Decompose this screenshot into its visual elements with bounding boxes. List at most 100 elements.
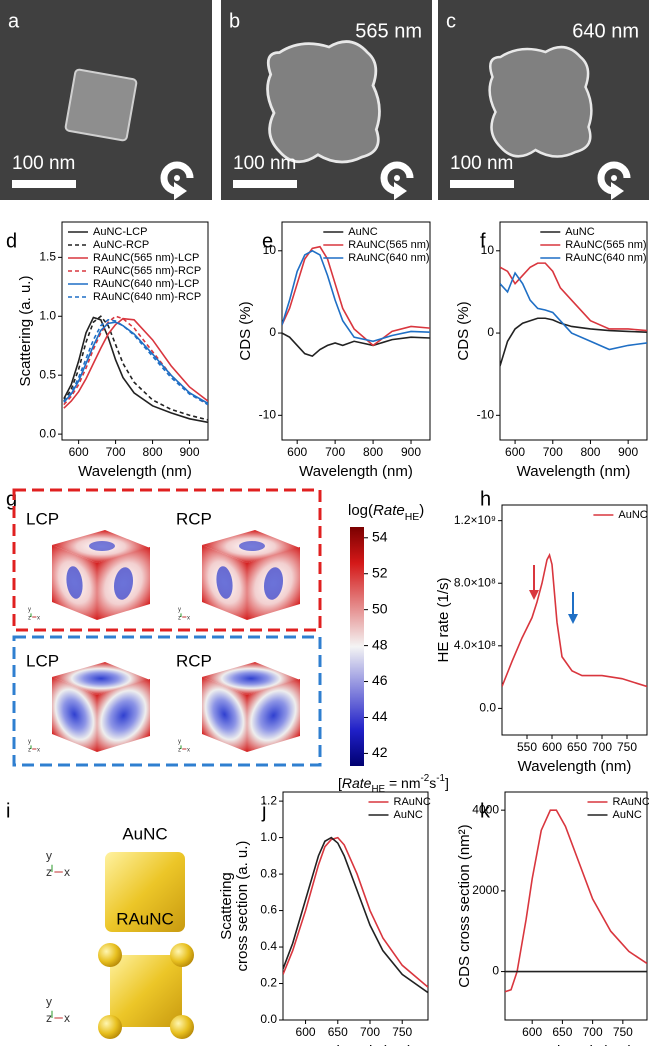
y-tick-label: 0 — [487, 325, 494, 339]
legend-label: RAuNC — [613, 796, 649, 808]
x-tick-label: 900 — [180, 445, 200, 459]
y-tick-label: 2000 — [472, 883, 499, 897]
y-tick-label: 1.0 — [39, 308, 56, 322]
y-axis-title: Scattering — [218, 872, 235, 940]
data-line — [283, 838, 428, 988]
axis-triad-label: y — [46, 995, 52, 1009]
panel-label: b — [229, 10, 240, 32]
hot-spot — [89, 541, 115, 551]
x-axis-title: Wavelength (nm) — [299, 463, 413, 480]
x-tick-label: 600 — [505, 445, 525, 459]
legend-label: AuNC-LCP — [93, 226, 147, 238]
colorbar-tick-label: 44 — [372, 708, 388, 724]
legend-label: AuNC-RCP — [93, 239, 149, 251]
axis-triad-label: x — [64, 1011, 70, 1025]
hot-spot — [239, 541, 265, 551]
colorbar-tick-label: 50 — [372, 600, 388, 616]
legend-label: AuNC — [613, 809, 642, 821]
panel-label: h — [480, 488, 491, 510]
x-tick-label: 750 — [613, 1025, 633, 1039]
y-tick-label: 1.2×10⁹ — [454, 513, 496, 527]
x-tick-label: 550 — [517, 740, 537, 754]
y-tick-label: 0.0 — [260, 1012, 277, 1026]
y-axis-title: CDS (%) — [455, 301, 472, 360]
legend-label: AuNC — [348, 226, 377, 238]
y-tick-label: 0.4 — [260, 939, 277, 953]
axis-triad-label: y — [178, 607, 181, 613]
icon-center — [174, 175, 180, 181]
y-tick-label: 10 — [481, 243, 495, 257]
axis-triad-label: x — [64, 865, 70, 879]
annotation-arrow-head — [568, 614, 578, 624]
colorbar-title-part: Rate — [373, 502, 405, 519]
gold-sphere — [170, 943, 194, 967]
data-line — [64, 317, 208, 422]
polarization-label: LCP — [26, 509, 59, 528]
y-axis-title: CDS (%) — [237, 301, 254, 360]
axis-triad-label: x — [187, 748, 190, 754]
colorbar-tick-label: 48 — [372, 636, 388, 652]
x-tick-label: 600 — [522, 1025, 542, 1039]
legend-label: RAuNC(640 nm)-RCP — [93, 291, 201, 303]
panel-label: a — [8, 10, 20, 32]
colorbar — [350, 527, 364, 766]
colorbar-tick-label: 46 — [372, 672, 388, 688]
y-tick-label: -10 — [477, 407, 495, 421]
axis-triad-label: z — [178, 748, 181, 754]
panel-label: c — [446, 10, 456, 32]
gold-sphere — [98, 1015, 122, 1039]
unit-note-part: Rate — [342, 775, 372, 791]
legend-label: AuNC — [565, 226, 594, 238]
rough-nanocube — [490, 47, 592, 157]
data-line — [500, 318, 647, 366]
legend-label: RAuNC(640 nm)-LCP — [93, 278, 199, 290]
unit-note-part: HE — [371, 784, 385, 795]
axis-triad-label: y — [178, 739, 181, 745]
x-tick-label: 650 — [567, 740, 587, 754]
axis-triad-label: y — [28, 607, 31, 613]
x-tick-label: 750 — [617, 740, 637, 754]
y-tick-label: 0.0 — [479, 701, 496, 715]
legend-label: RAuNC(565 nm) — [348, 239, 429, 251]
colorbar-title-part: ) — [419, 502, 424, 519]
y-tick-label: 1.0 — [260, 830, 277, 844]
y-tick-label: 8.0×10⁸ — [454, 575, 496, 589]
colorbar-tick-label: 42 — [372, 744, 388, 760]
legend-label: RAuNC(565 nm)-LCP — [93, 252, 199, 264]
polarization-label: LCP — [26, 651, 59, 670]
scale-bar — [450, 180, 514, 188]
figure: 100 nm565 nm100 nm640 nm100 nmabcdefghij… — [0, 0, 649, 1046]
x-tick-label: 700 — [360, 1025, 380, 1039]
particle-label: AuNC — [122, 824, 167, 843]
y-tick-label: -10 — [259, 407, 277, 421]
y-axis-title: cross section (a. u.) — [234, 841, 251, 972]
panel-label: i — [6, 800, 10, 822]
axis-triad-label: z — [28, 616, 31, 622]
gold-cube — [110, 955, 182, 1027]
nanocube — [65, 69, 137, 141]
unit-note-part: -1 — [436, 773, 445, 784]
particle-label: RAuNC — [116, 909, 174, 928]
axis-triad-label: x — [37, 616, 40, 622]
x-axis-title: Wavelength (nm) — [78, 463, 192, 480]
gold-sphere — [170, 1015, 194, 1039]
polarization-label: RCP — [176, 651, 212, 670]
axis-triad-label: z — [46, 1011, 52, 1025]
rough-nanocube — [268, 42, 380, 162]
y-axis-title: HE rate (1/s) — [435, 577, 452, 662]
wavelength-label: 640 nm — [572, 20, 639, 42]
y-axis-title: CDS cross section (nm²) — [456, 824, 473, 987]
axis-triad-label: y — [46, 849, 52, 863]
gold-sphere — [98, 943, 122, 967]
x-axis-title: Wavelength (nm) — [517, 463, 631, 480]
x-tick-label: 700 — [106, 445, 126, 459]
axis-triad-label: x — [187, 616, 190, 622]
legend-label: RAuNC(640 nm) — [348, 252, 429, 264]
legend-label: AuNC — [394, 809, 423, 821]
unit-note-part: = nm — [385, 775, 420, 791]
page: Figure body { margin: 0; background: #ff… — [0, 0, 649, 1046]
data-line — [500, 273, 647, 350]
x-tick-label: 700 — [543, 445, 563, 459]
colorbar-title: log(RateHE) — [348, 502, 424, 523]
scale-bar-label: 100 nm — [450, 153, 513, 174]
